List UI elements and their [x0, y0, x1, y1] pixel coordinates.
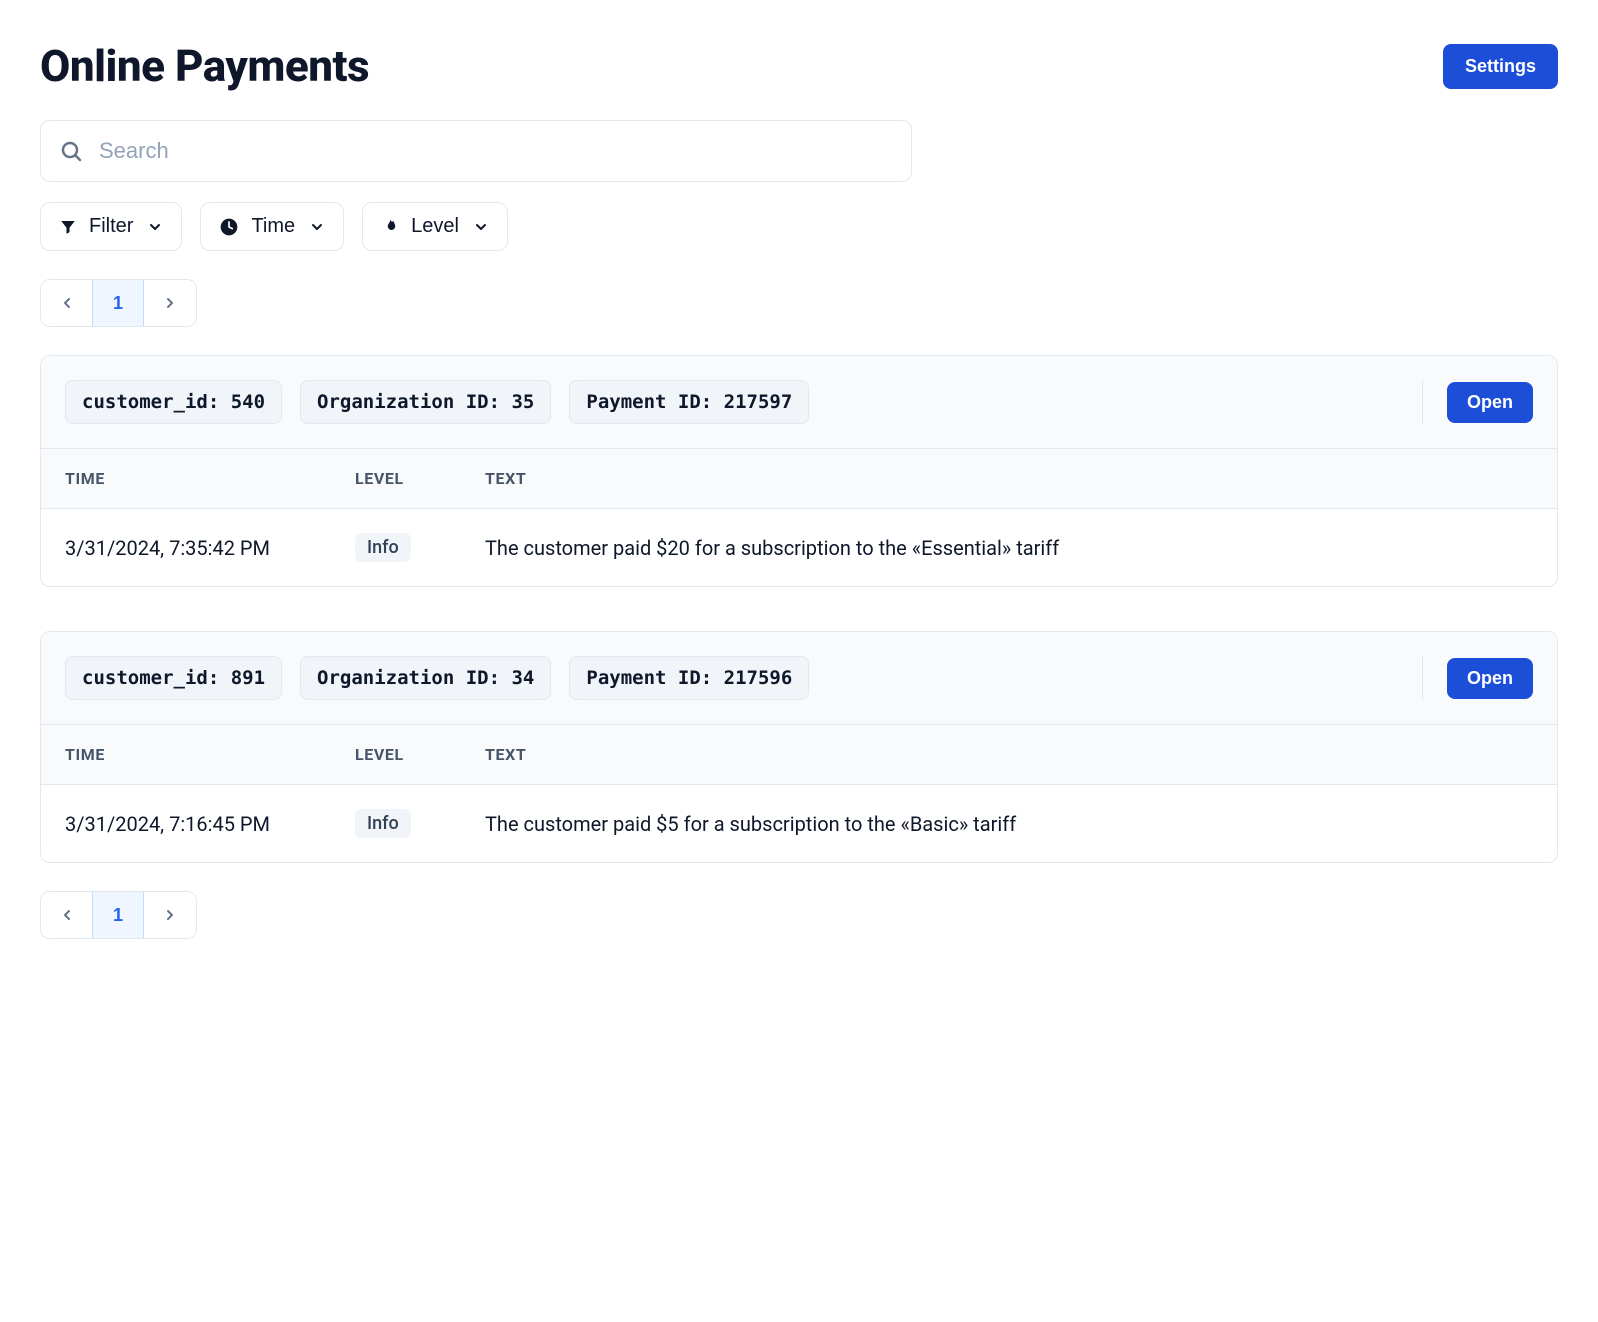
page-title: Online Payments	[40, 40, 369, 92]
time-filter-label: Time	[251, 215, 295, 238]
page-prev-button[interactable]	[41, 280, 93, 326]
cell-time: 3/31/2024, 7:16:45 PM	[65, 812, 355, 836]
column-header-level: LEVEL	[355, 745, 485, 764]
log-card: customer_id: 891 Organization ID: 34 Pay…	[40, 631, 1558, 863]
chevron-down-icon	[473, 219, 489, 235]
page-next-button[interactable]	[144, 892, 196, 938]
open-button[interactable]: Open	[1447, 658, 1533, 699]
flame-icon	[381, 217, 399, 237]
page-next-button[interactable]	[144, 280, 196, 326]
search-field[interactable]	[40, 120, 912, 182]
chevron-left-icon	[59, 907, 75, 923]
tag-organization-id: Organization ID: 35	[300, 380, 551, 424]
cell-time: 3/31/2024, 7:35:42 PM	[65, 536, 355, 560]
open-button[interactable]: Open	[1447, 382, 1533, 423]
page-number-current[interactable]: 1	[92, 892, 144, 938]
log-row: 3/31/2024, 7:35:42 PM Info The customer …	[41, 509, 1557, 586]
column-header-level: LEVEL	[355, 469, 485, 488]
chevron-right-icon	[162, 907, 178, 923]
tag-payment-id: Payment ID: 217597	[569, 380, 809, 424]
level-badge: Info	[355, 809, 411, 838]
time-filter-button[interactable]: Time	[200, 202, 344, 251]
level-filter-label: Level	[411, 215, 459, 238]
tag-customer-id: customer_id: 540	[65, 380, 282, 424]
log-row: 3/31/2024, 7:16:45 PM Info The customer …	[41, 785, 1557, 862]
column-header-time: TIME	[65, 469, 355, 488]
page-number-current[interactable]: 1	[92, 280, 144, 326]
column-header-text: TEXT	[485, 745, 1533, 764]
column-header-time: TIME	[65, 745, 355, 764]
funnel-icon	[59, 218, 77, 236]
tag-customer-id: customer_id: 891	[65, 656, 282, 700]
tag-payment-id: Payment ID: 217596	[569, 656, 809, 700]
search-input[interactable]	[97, 137, 893, 165]
chevron-down-icon	[309, 219, 325, 235]
level-filter-button[interactable]: Level	[362, 202, 508, 251]
tag-organization-id: Organization ID: 34	[300, 656, 551, 700]
page-prev-button[interactable]	[41, 892, 93, 938]
level-badge: Info	[355, 533, 411, 562]
log-card: customer_id: 540 Organization ID: 35 Pay…	[40, 355, 1558, 587]
settings-button[interactable]: Settings	[1443, 44, 1558, 89]
filter-label: Filter	[89, 215, 133, 238]
pagination-top: 1	[40, 279, 197, 327]
search-icon	[59, 139, 83, 163]
cell-text: The customer paid $5 for a subscription …	[485, 812, 1533, 836]
chevron-right-icon	[162, 295, 178, 311]
chevron-down-icon	[147, 219, 163, 235]
pagination-bottom: 1	[40, 891, 197, 939]
clock-icon	[219, 217, 239, 237]
cell-text: The customer paid $20 for a subscription…	[485, 536, 1533, 560]
chevron-left-icon	[59, 295, 75, 311]
filter-button[interactable]: Filter	[40, 202, 182, 251]
column-header-text: TEXT	[485, 469, 1533, 488]
